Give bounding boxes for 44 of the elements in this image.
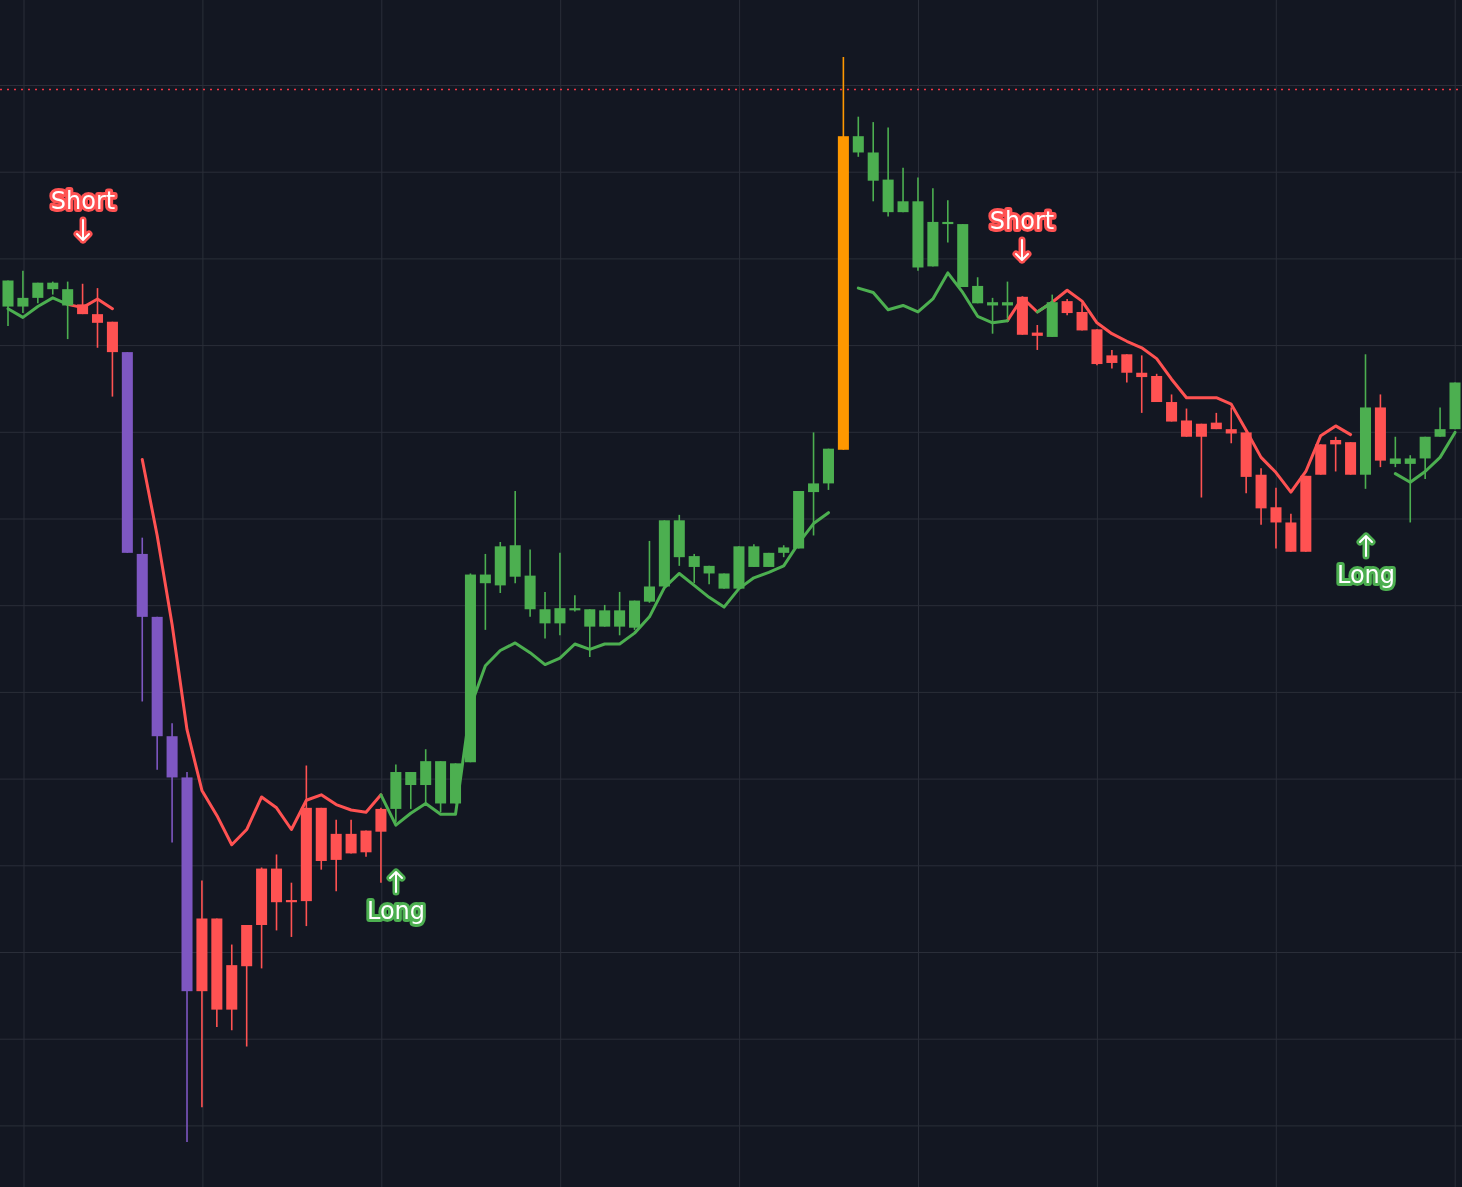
candlestick (1076, 302, 1088, 332)
annotation: Long (1336, 561, 1396, 589)
candlestick (1001, 280, 1013, 320)
candlestick (897, 166, 909, 213)
annotation: Short (989, 207, 1055, 235)
candlestick (539, 591, 551, 640)
candlestick (1434, 406, 1446, 438)
candlestick (569, 594, 581, 613)
candlestick (599, 604, 611, 628)
candlestick (285, 881, 297, 938)
candlestick (748, 543, 760, 568)
candlestick (1330, 435, 1342, 473)
candlestick (1195, 422, 1207, 499)
candlestick (808, 431, 820, 537)
candlestick (643, 540, 655, 604)
candlestick (554, 552, 566, 637)
candlestick (1419, 435, 1431, 480)
candlestick (1121, 353, 1133, 384)
candlestick (1106, 349, 1118, 370)
candlestick (17, 269, 29, 314)
candlestick (1389, 435, 1401, 468)
candlestick (1270, 486, 1282, 550)
candlestick (1404, 454, 1416, 524)
candlestick (1225, 406, 1237, 445)
candlestick (1180, 407, 1193, 438)
candlestick (420, 748, 432, 805)
candlestick (1136, 354, 1148, 414)
candlestick (584, 608, 596, 658)
candlestick (987, 297, 999, 335)
candlestick (345, 818, 357, 855)
candlestick (942, 199, 954, 244)
candlestick (479, 553, 491, 631)
candlestick (1166, 393, 1178, 423)
annotation: Short (50, 187, 116, 215)
candlestick (688, 553, 700, 585)
candlestick (62, 280, 74, 340)
candlestick (614, 591, 626, 637)
annotation: Long (366, 897, 426, 925)
candlestick (1031, 324, 1043, 351)
candlestick (405, 771, 417, 810)
candlestick (360, 829, 372, 858)
candlestick (852, 115, 864, 158)
candlestick (375, 807, 387, 884)
candlestick (972, 276, 984, 305)
